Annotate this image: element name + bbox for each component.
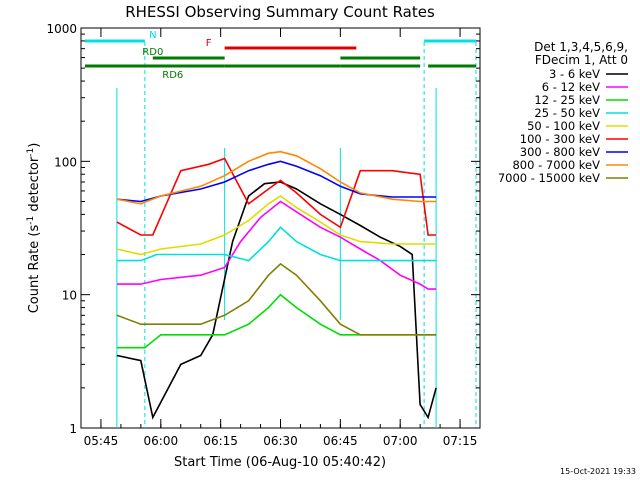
- legend-entry-label: 25 - 50 keV: [534, 106, 600, 120]
- y-tick-label: 100: [54, 155, 77, 169]
- legend-entry-label: 3 - 6 keV: [549, 67, 600, 81]
- series-line: [116, 160, 437, 203]
- legend-entry-label: 7000 - 15000 keV: [498, 171, 600, 185]
- y-axis: 1 10 100 1000: [46, 22, 480, 436]
- y-tick-label: 1: [69, 422, 77, 436]
- legend-entry-label: 50 - 100 keV: [527, 119, 600, 133]
- flag-label-rd6: RD6: [162, 70, 183, 81]
- series-line: [116, 195, 437, 256]
- y-tick-label: 1000: [46, 22, 77, 36]
- x-axis-label: Start Time (06-Aug-10 05:40:42): [174, 455, 386, 470]
- flag-label-f: F: [206, 38, 212, 49]
- series-line: [116, 226, 437, 262]
- legend-title-2: FDecim 1, Att 0: [535, 53, 628, 67]
- x-axis: 05:45 06:00 06:15 06:30 06:45 07:00 07:15: [80, 28, 481, 448]
- legend-entry-label: 6 - 12 keV: [542, 80, 600, 94]
- y-tick-label: 10: [62, 289, 77, 303]
- x-tick-label: 06:30: [263, 434, 298, 448]
- legend-entry-label: 100 - 300 keV: [520, 132, 600, 146]
- timestamp: 15-Oct-2021 19:33: [560, 467, 636, 476]
- series-line: [116, 200, 437, 290]
- series-line: [116, 262, 437, 336]
- x-tick-label: 06:15: [203, 434, 238, 448]
- series-line: [116, 157, 437, 236]
- x-tick-label: 07:00: [383, 434, 418, 448]
- x-tick-label: 07:15: [443, 434, 478, 448]
- series-group: [116, 150, 437, 420]
- series-line: [116, 150, 437, 205]
- legend: Det 1,3,4,5,6,9, FDecim 1, Att 0 3 - 6 k…: [498, 40, 628, 185]
- series-line: [116, 181, 437, 420]
- y-axis-label: Count Rate (s-1 detector-1): [26, 143, 42, 314]
- legend-entry-label: 800 - 7000 keV: [512, 158, 600, 172]
- flag-bars: N F RD0 RD6: [84, 30, 477, 81]
- x-tick-label: 06:00: [144, 434, 179, 448]
- legend-entry-label: 12 - 25 keV: [534, 93, 600, 107]
- x-tick-label: 05:45: [84, 434, 119, 448]
- chart-title: RHESSI Observing Summary Count Rates: [125, 3, 435, 21]
- legend-entry-label: 300 - 800 keV: [520, 145, 600, 159]
- flag-label-n: N: [149, 30, 156, 41]
- legend-title-1: Det 1,3,4,5,6,9,: [534, 40, 628, 54]
- x-tick-label: 06:45: [323, 434, 358, 448]
- flag-label-rd0: RD0: [142, 47, 163, 58]
